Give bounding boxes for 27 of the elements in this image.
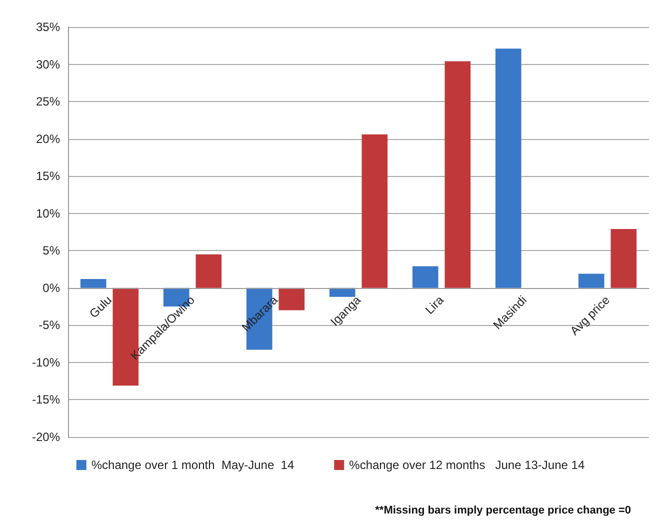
bar	[362, 134, 388, 288]
y-tick-label: -15%	[32, 392, 60, 407]
y-tick-label: 5%	[42, 244, 60, 258]
y-tick-label: 25%	[36, 94, 60, 109]
y-tick-label: 30%	[36, 57, 60, 72]
bar	[495, 48, 522, 288]
bar	[610, 229, 637, 288]
y-tick-label: 35%	[36, 20, 60, 34]
y-tick-label: -5%	[38, 318, 60, 332]
x-tick-label: Lira	[422, 292, 447, 317]
bar	[412, 266, 438, 288]
text: **Missing bars imply percentage price change =0	[375, 504, 632, 516]
legend-label: %change over 12 months June 13-June 14	[349, 458, 585, 472]
y-tick-label: 10%	[36, 206, 60, 220]
y-tick-label: -10%	[32, 355, 60, 370]
bar	[329, 288, 356, 297]
bar	[278, 288, 305, 310]
y-tick-label: 15%	[36, 169, 60, 184]
bar	[80, 278, 106, 288]
x-tick-label: Gulu	[86, 292, 114, 321]
bar	[196, 254, 222, 288]
y-tick-label: 0%	[42, 280, 60, 295]
bar	[444, 61, 471, 288]
legend-label: %change over 1 month May-June 14	[91, 458, 294, 472]
y-tick-label: 20%	[36, 132, 60, 146]
bar	[578, 274, 604, 288]
y-tick-label: -20%	[32, 430, 60, 444]
